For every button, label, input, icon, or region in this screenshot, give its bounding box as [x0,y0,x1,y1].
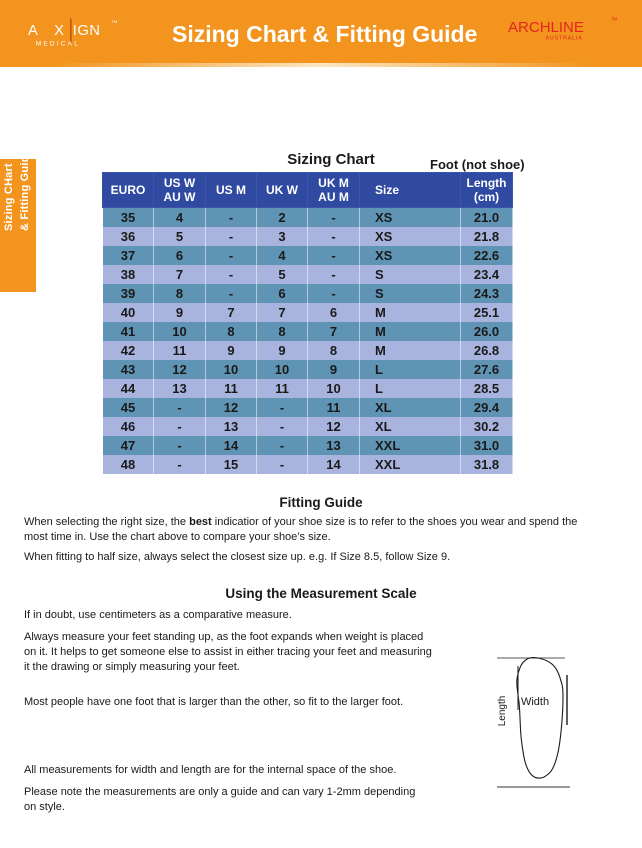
svg-text:Length: Length [497,696,508,727]
svg-text:ARCHLINE: ARCHLINE [508,19,584,36]
svg-text:TM: TM [111,19,117,24]
svg-text:X: X [54,23,64,39]
svg-text:Width: Width [521,696,549,708]
svg-text:IGN: IGN [73,23,101,39]
svg-text:A: A [28,23,38,39]
svg-text:TM: TM [611,16,618,21]
svg-text:MEDICAL: MEDICAL [36,41,80,48]
svg-text:AUSTRALIA: AUSTRALIA [546,36,583,42]
